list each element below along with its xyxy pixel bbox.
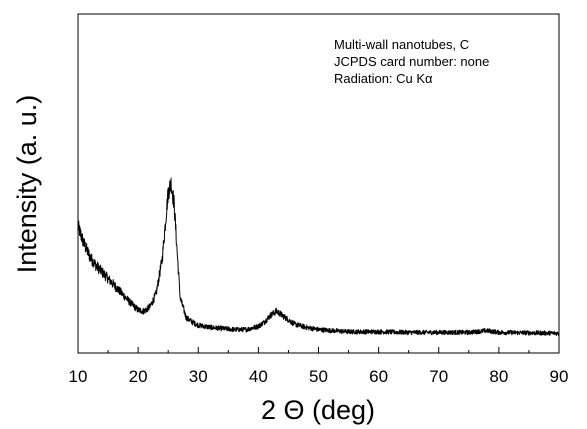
x-tick-label-70: 70 [429, 367, 448, 386]
x-tick-label-60: 60 [369, 367, 388, 386]
x-tick-label-90: 90 [550, 367, 569, 386]
x-tick-label-50: 50 [309, 367, 328, 386]
plot-frame [77, 13, 560, 354]
x-tick-label-40: 40 [249, 367, 268, 386]
annotation-sample: Multi-wall nanotubes, C [334, 37, 469, 52]
annotation-jcpds: JCPDS card number: none [334, 54, 489, 69]
x-axis-label: 2 Θ (deg) [261, 395, 375, 425]
y-axis-label: Intensity (a. u.) [12, 95, 42, 274]
annotation-radiation: Radiation: Cu Kα [334, 71, 433, 86]
x-tick-label-30: 30 [189, 367, 208, 386]
x-tick-label-80: 80 [489, 367, 508, 386]
series-line [77, 177, 560, 336]
x-tick-label-20: 20 [129, 367, 148, 386]
x-tick-label-10: 10 [69, 367, 88, 386]
x-tick-marks [77, 347, 560, 353]
x-tick-labels: 10 20 30 40 50 60 70 80 90 [69, 367, 569, 386]
